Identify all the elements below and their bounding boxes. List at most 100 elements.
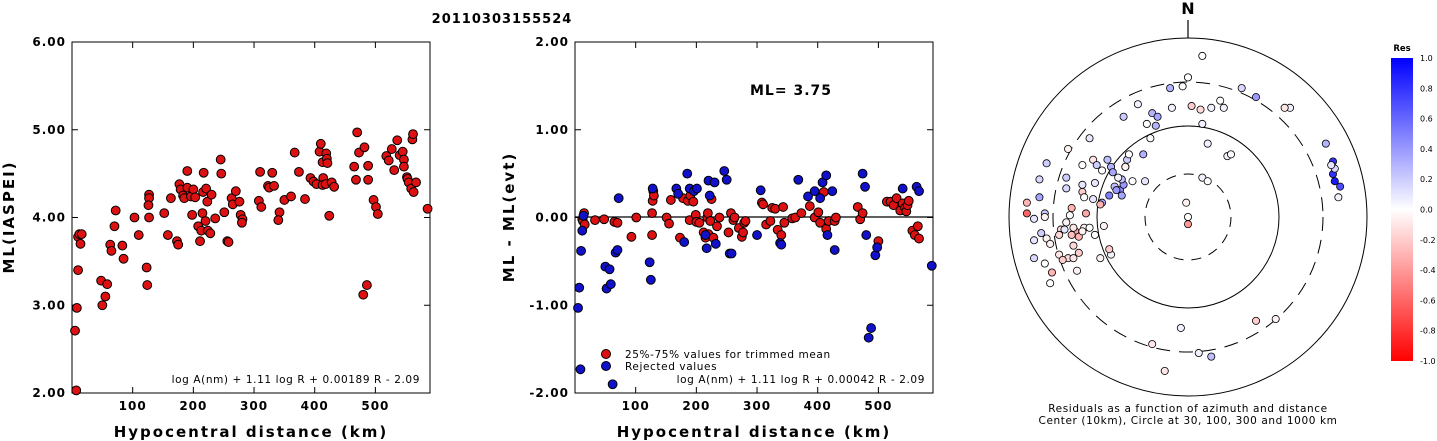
p1-data-point bbox=[195, 236, 205, 247]
p2-data-point bbox=[719, 166, 730, 176]
p1-data-point bbox=[166, 193, 176, 204]
p3-station-point bbox=[1178, 82, 1187, 91]
p2-data-point bbox=[664, 218, 674, 229]
p2-data-point bbox=[861, 230, 872, 240]
p3-station-point bbox=[1133, 100, 1142, 109]
p3-caption-line2: Center (10km), Circle at 30, 100, 300 an… bbox=[1039, 415, 1338, 427]
colorbar-tick-label: -0.4 bbox=[1420, 266, 1436, 275]
p1-data-point bbox=[73, 265, 83, 276]
p2-data-point bbox=[626, 231, 637, 242]
p2-data-point bbox=[577, 225, 588, 236]
p1-data-point bbox=[109, 221, 120, 232]
p1-data-point bbox=[190, 192, 201, 203]
p2-data-point bbox=[779, 217, 790, 228]
p2-data-point bbox=[647, 208, 657, 219]
p2-data-point bbox=[897, 183, 908, 194]
p1-points bbox=[70, 127, 433, 396]
p3-north-label: N bbox=[1181, 0, 1194, 18]
p2-data-point bbox=[752, 230, 762, 240]
p2-data-point bbox=[770, 203, 781, 214]
p2-data-point bbox=[682, 168, 693, 179]
p1-data-point bbox=[273, 215, 284, 226]
p2-data-point bbox=[796, 208, 807, 219]
p1-data-point bbox=[173, 239, 184, 250]
p2-ytick-label: -1.00 bbox=[529, 298, 569, 312]
p2-xtick-label: 400 bbox=[804, 399, 832, 413]
p1-data-point bbox=[117, 240, 128, 251]
p2-data-point bbox=[738, 227, 748, 238]
p3-station-point bbox=[1046, 279, 1055, 288]
p1-data-point bbox=[397, 146, 408, 157]
colorbar-tick-label: 0.8 bbox=[1420, 84, 1433, 93]
p3-station-point bbox=[1035, 175, 1044, 184]
p3-station-point bbox=[1035, 193, 1044, 202]
p1-data-point bbox=[411, 177, 421, 188]
p1-data-point bbox=[206, 189, 217, 200]
p2-data-point bbox=[912, 221, 923, 232]
p2-data-point bbox=[891, 193, 902, 204]
p1-data-point bbox=[106, 245, 117, 256]
p1-ytick-label: 6.00 bbox=[32, 35, 66, 49]
p3-caption-line1: Residuals as a function of azimuth and d… bbox=[1048, 403, 1328, 415]
p3-station-point bbox=[1198, 51, 1207, 60]
p2-legend-trimmed: 25%-75% values for trimmed mean bbox=[625, 349, 831, 361]
p2-data-point bbox=[704, 190, 715, 201]
p3-station-point bbox=[1176, 323, 1185, 332]
p3-station-point bbox=[1090, 178, 1099, 187]
p2-xtick-label: 100 bbox=[622, 399, 650, 413]
p1-data-point bbox=[352, 127, 363, 138]
p2-data-point bbox=[926, 260, 937, 271]
p1-data-point bbox=[70, 325, 80, 336]
p3-station-point bbox=[1119, 112, 1128, 121]
p2-legend-marker-trimmed bbox=[601, 349, 611, 359]
p3-station-point bbox=[1096, 200, 1105, 209]
p1-data-point bbox=[97, 300, 108, 311]
p2-data-point bbox=[822, 230, 833, 240]
p2-xlabel: Hypocentral distance (km) bbox=[617, 423, 892, 441]
p3-station-point bbox=[1153, 112, 1162, 121]
p3-station-point bbox=[1148, 340, 1157, 349]
p1-ytick-label: 5.00 bbox=[32, 123, 66, 137]
p2-data-point bbox=[645, 274, 656, 285]
p2-legend-rejected: Rejected values bbox=[625, 361, 717, 373]
p1-data-point bbox=[102, 279, 113, 290]
p1-data-point bbox=[386, 144, 397, 154]
p2-data-point bbox=[765, 216, 776, 226]
p1-data-point bbox=[223, 237, 234, 247]
p3-station-point bbox=[1047, 268, 1056, 277]
p1-ytick-label: 2.00 bbox=[32, 386, 66, 400]
colorbar-tick-label: 0.0 bbox=[1420, 206, 1433, 215]
p3-station-point bbox=[1184, 220, 1193, 229]
p3-station-point bbox=[1062, 218, 1071, 227]
p1-data-point bbox=[255, 166, 266, 177]
panel-ml-iaspei: 100 200 300 400 500 2.00 3.00 4.00 5.00 6.00 log … bbox=[0, 35, 433, 441]
p1-data-point bbox=[408, 129, 418, 140]
p3-station-point bbox=[1196, 105, 1205, 114]
p2-data-point bbox=[694, 217, 705, 228]
p3-station-point bbox=[1280, 103, 1289, 112]
p1-xtick-label: 200 bbox=[179, 399, 207, 413]
p1-data-point bbox=[399, 161, 409, 172]
p3-station-point bbox=[1105, 191, 1114, 200]
p3-station-point bbox=[1114, 173, 1123, 182]
p1-data-point bbox=[358, 289, 369, 300]
p1-data-point bbox=[329, 181, 340, 192]
p1-ytick-label: 4.00 bbox=[32, 211, 66, 225]
p1-data-point bbox=[286, 191, 296, 202]
p1-data-point bbox=[383, 155, 394, 166]
p3-station-point bbox=[1085, 134, 1094, 143]
p2-data-point bbox=[857, 208, 868, 219]
p3-station-point bbox=[1081, 209, 1090, 218]
p3-station-point bbox=[1073, 266, 1082, 275]
p2-data-point bbox=[647, 230, 657, 240]
p2-data-point bbox=[870, 250, 881, 261]
panel-polar-residuals: N Residuals as a function of azimuth and… bbox=[1008, 0, 1368, 427]
p2-data-point bbox=[604, 264, 615, 275]
p1-data-point bbox=[110, 205, 121, 216]
p3-station-point bbox=[1336, 182, 1345, 191]
p3-station-point bbox=[1121, 162, 1130, 171]
colorbar: Res 1.0 0.8 0.6 0.4 0.2 0.0 -0.2 -0.4 -0.6 -0.8 -1… bbox=[1391, 44, 1436, 366]
p2-ylabel: ML - ML(evt) bbox=[500, 152, 518, 282]
p2-data-point bbox=[857, 168, 868, 179]
p2-data-point bbox=[829, 245, 840, 255]
